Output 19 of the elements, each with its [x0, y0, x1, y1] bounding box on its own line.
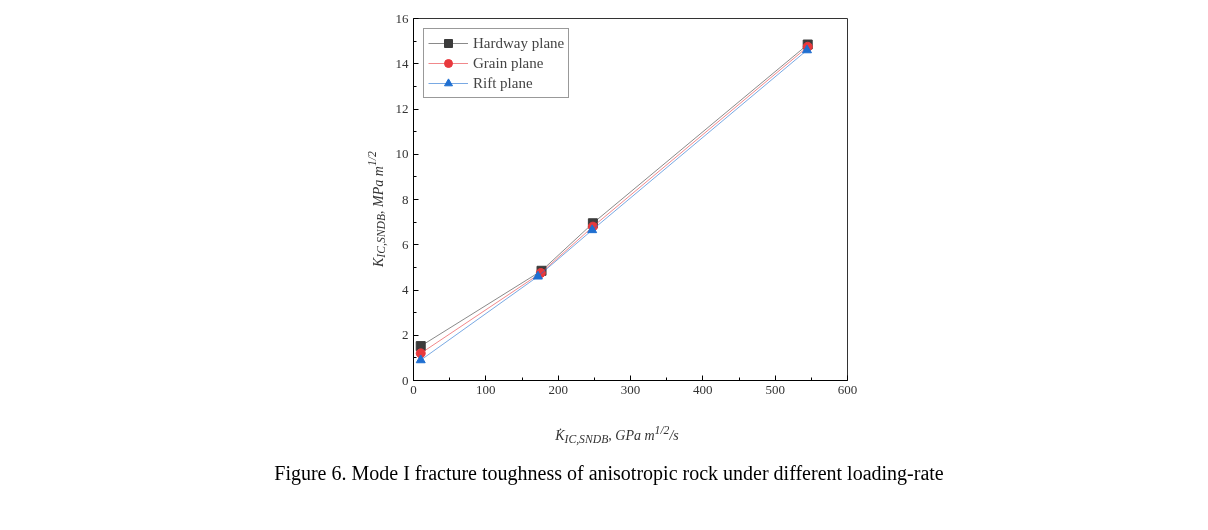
- x-axis-title: K̇$_{IC,SNDB}$, GPa m$^{1/2}$/s: [555, 423, 679, 449]
- x-tick-label: 100: [476, 381, 496, 397]
- x-tick-label: 200: [548, 381, 568, 397]
- x-tick-label: 400: [693, 381, 713, 397]
- legend-label: Rift plane: [473, 74, 533, 92]
- legend-label: Hardway plane: [473, 34, 565, 52]
- y-tick-label: 2: [402, 327, 409, 343]
- caption: Figure 6. Mode I fracture toughness of anisotropic rock under different loading-rate: [274, 461, 944, 487]
- y-tick-label: 4: [402, 282, 409, 297]
- x-tick-label: 500: [765, 381, 785, 397]
- y-tick-label: 14: [395, 55, 409, 71]
- legend-label: Grain plane: [473, 54, 544, 72]
- x-tick-label: 300: [620, 381, 641, 397]
- y-tick-label: 6: [402, 236, 409, 252]
- x-tick-label: 600: [837, 381, 858, 397]
- y-tick-label: 16: [395, 10, 409, 26]
- y-tick-label: 10: [395, 146, 409, 162]
- y-tick-label: 8: [402, 191, 409, 207]
- y-tick-label: 12: [395, 101, 409, 116]
